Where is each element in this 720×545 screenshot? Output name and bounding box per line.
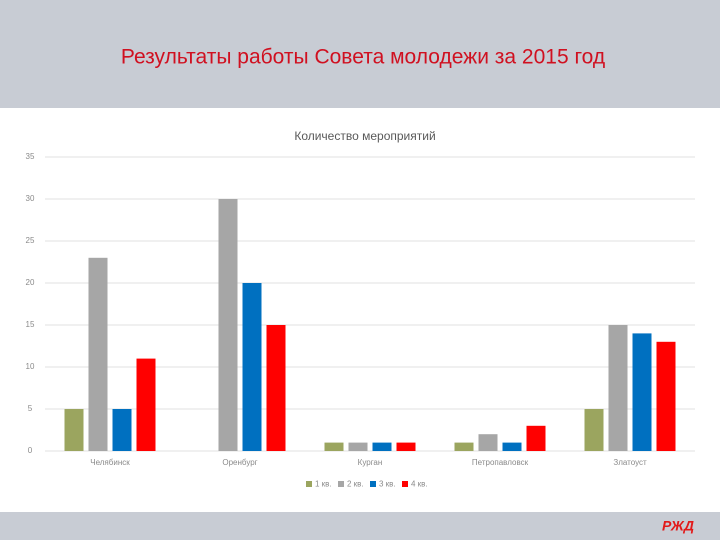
x-tick-label: Златоуст <box>613 458 647 467</box>
slide-title: Результаты работы Совета молодежи за 201… <box>121 46 605 69</box>
bar <box>502 442 522 451</box>
bar <box>136 358 156 451</box>
bar <box>584 409 604 451</box>
y-tick-label: 15 <box>26 320 35 329</box>
bar <box>396 442 416 451</box>
bar <box>348 442 368 451</box>
x-tick-label: Оренбург <box>222 458 257 467</box>
bar <box>112 409 132 451</box>
y-tick-label: 5 <box>28 404 33 413</box>
bar <box>656 341 676 451</box>
chart-title: Количество мероприятий <box>294 129 435 143</box>
bar <box>88 257 108 451</box>
legend-swatch <box>402 481 408 487</box>
legend-swatch <box>370 481 376 487</box>
y-tick-label: 25 <box>26 236 35 245</box>
bar <box>526 425 546 451</box>
x-tick-label: Петропавловск <box>472 458 529 467</box>
bar <box>608 325 628 451</box>
y-tick-label: 30 <box>26 194 35 203</box>
legend-label: 1 кв. <box>315 480 332 489</box>
y-tick-label: 0 <box>28 446 33 455</box>
legend-swatch <box>306 481 312 487</box>
footer-band <box>0 512 720 540</box>
header-band <box>0 0 720 108</box>
bar <box>454 442 474 451</box>
bar <box>372 442 392 451</box>
legend-label: 2 кв. <box>347 480 364 489</box>
x-tick-label: Челябинск <box>90 458 130 467</box>
y-tick-label: 35 <box>26 152 35 161</box>
legend-swatch <box>338 481 344 487</box>
bar <box>632 333 652 451</box>
bar <box>324 442 344 451</box>
legend-label: 3 кв. <box>379 480 396 489</box>
bar <box>478 434 498 451</box>
legend-label: 4 кв. <box>411 480 428 489</box>
bar <box>266 325 286 451</box>
y-tick-label: 20 <box>26 278 35 287</box>
y-tick-label: 10 <box>26 362 35 371</box>
bar <box>64 409 84 451</box>
bar <box>242 283 262 451</box>
x-tick-label: Курган <box>358 458 383 467</box>
bar <box>218 199 238 451</box>
logo: РЖД <box>662 518 694 534</box>
